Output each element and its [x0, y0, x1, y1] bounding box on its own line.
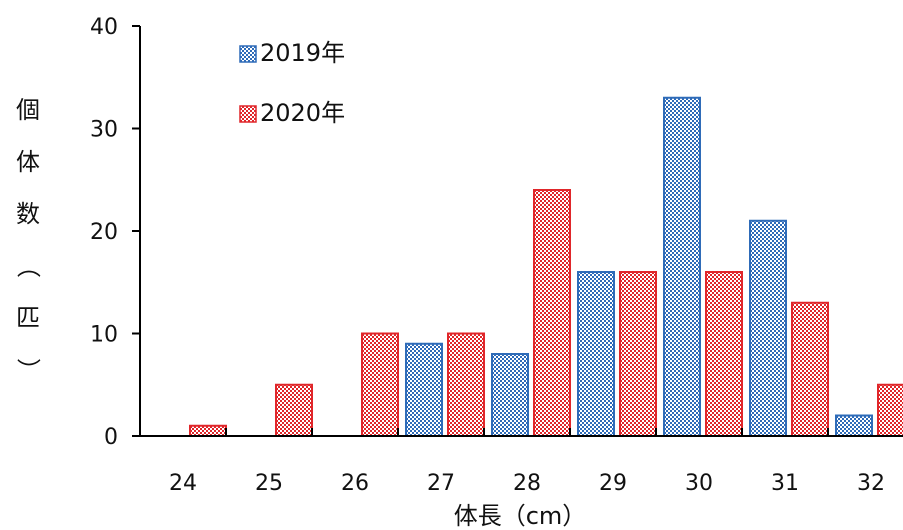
bar-s2019-27 [405, 342, 443, 437]
y-axis-title-char-3: （ [14, 254, 42, 278]
bar-s2020-27 [447, 332, 485, 437]
y-tick-label-30: 30 [90, 118, 118, 143]
legend-swatch-1 [239, 105, 257, 123]
bar-s2019-30 [663, 96, 701, 437]
bar-s2020-32 [877, 383, 903, 437]
x-tick-label-29: 29 [599, 471, 627, 496]
x-tick-label-24: 24 [169, 471, 197, 496]
x-tick-label-27: 27 [427, 471, 455, 496]
y-tick-label-10: 10 [90, 323, 118, 348]
bar-s2020-24 [189, 424, 227, 437]
bar-s2020-30 [705, 271, 743, 437]
bar-s2019-32 [835, 414, 873, 437]
bar-s2020-31 [791, 301, 829, 437]
x-tick-label-25: 25 [255, 471, 283, 496]
y-axis-title-char-5: ） [14, 358, 42, 382]
y-ticks-group: 0 10 20 30 40 [90, 15, 140, 450]
y-axis-title-char-2: 数 [16, 200, 40, 228]
y-axis-title-char-4: 匹 [16, 304, 40, 332]
bar-s2020-28 [533, 189, 571, 437]
bar-s2019-29 [577, 271, 615, 437]
x-tick-label-32: 32 [857, 471, 885, 496]
y-tick-label-40: 40 [90, 15, 118, 40]
bar-s2019-31 [749, 219, 787, 437]
bar-s2020-29 [619, 271, 657, 437]
y-axis-title: 個体数 （ 匹 ） [14, 96, 42, 382]
x-axis-title: 体長（cm） [454, 502, 587, 530]
y-tick-label-0: 0 [104, 425, 118, 450]
x-tick-label-31: 31 [771, 471, 799, 496]
y-tick-label-20: 20 [90, 220, 118, 245]
x-tick-label-28: 28 [513, 471, 541, 496]
bar-s2020-26 [361, 332, 399, 437]
y-axis-title-char-1: 体 [16, 148, 40, 176]
legend: 2019年 2020年 [239, 39, 345, 127]
bars-group [189, 96, 903, 437]
x-ticks-group: 24 25 26 27 28 29 30 31 32 [169, 428, 885, 496]
bar-s2020-25 [275, 383, 313, 437]
x-tick-label-26: 26 [341, 471, 369, 496]
legend-label-1: 2020年 [260, 99, 345, 127]
bar-s2019-28 [491, 353, 529, 437]
x-tick-label-30: 30 [685, 471, 713, 496]
legend-label-0: 2019年 [260, 39, 345, 67]
legend-swatch-0 [239, 45, 257, 63]
y-axis-title-char-0: 個 [16, 96, 40, 124]
